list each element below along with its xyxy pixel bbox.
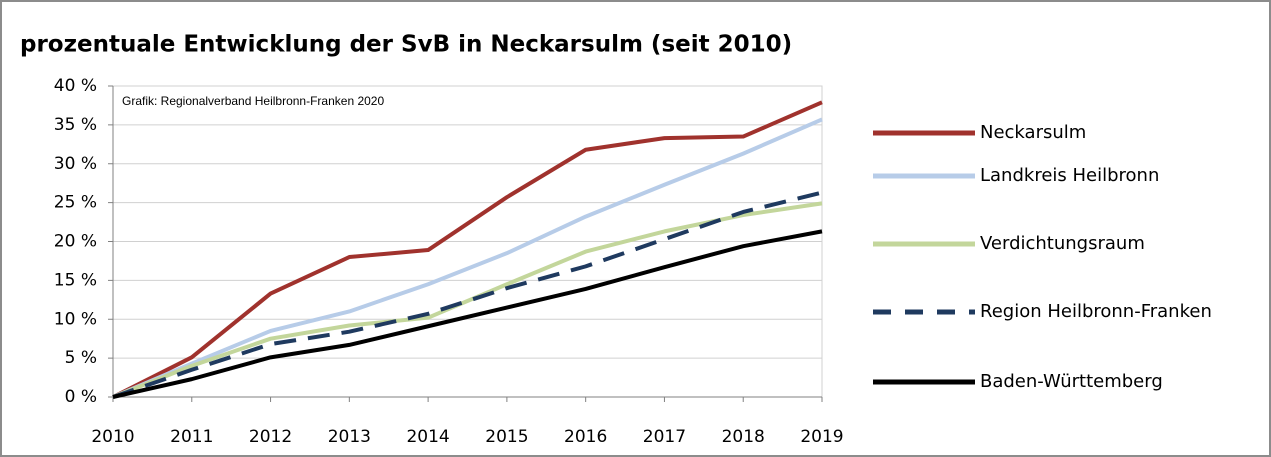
line-series — [112, 201, 823, 399]
x-tick-label: 2017 — [643, 427, 686, 447]
y-tick-label: 15 % — [54, 270, 97, 290]
legend-label: Region Heilbronn-Franken — [980, 301, 1212, 322]
chart-title: prozentuale Entwicklung der SvB in Necka… — [20, 32, 792, 58]
annotation: Grafik: Regionalverband Heilbronn-Franke… — [122, 94, 384, 108]
y-tick-label: 40 % — [54, 76, 97, 96]
x-tick-label: 2013 — [328, 427, 371, 447]
y-tick-label: 5 % — [65, 348, 97, 368]
x-tick-label: 2016 — [564, 427, 607, 447]
legend-label: Baden-Württemberg — [980, 371, 1163, 392]
line-series — [112, 190, 823, 399]
x-tick-label: 2019 — [800, 427, 843, 447]
x-tick-label: 2010 — [91, 427, 134, 447]
legend-label: Verdichtungsraum — [980, 233, 1145, 254]
legend-label: Landkreis Heilbronn — [980, 165, 1159, 186]
y-tick-label: 0 % — [65, 387, 97, 407]
y-tick-label: 10 % — [54, 309, 97, 329]
y-tick-label: 30 % — [54, 154, 97, 174]
line-series — [112, 100, 823, 399]
x-tick-label: 2012 — [249, 427, 292, 447]
x-tick-label: 2018 — [722, 427, 765, 447]
y-tick-label: 20 % — [54, 232, 97, 252]
x-tick-label: 2015 — [485, 427, 528, 447]
line-series — [112, 229, 823, 399]
x-tick-label: 2014 — [406, 427, 449, 447]
line-series — [112, 117, 823, 399]
x-tick-label: 2011 — [170, 427, 213, 447]
y-tick-label: 35 % — [54, 115, 97, 135]
legend-label: Neckarsulm — [980, 122, 1086, 143]
y-tick-label: 25 % — [54, 193, 97, 213]
